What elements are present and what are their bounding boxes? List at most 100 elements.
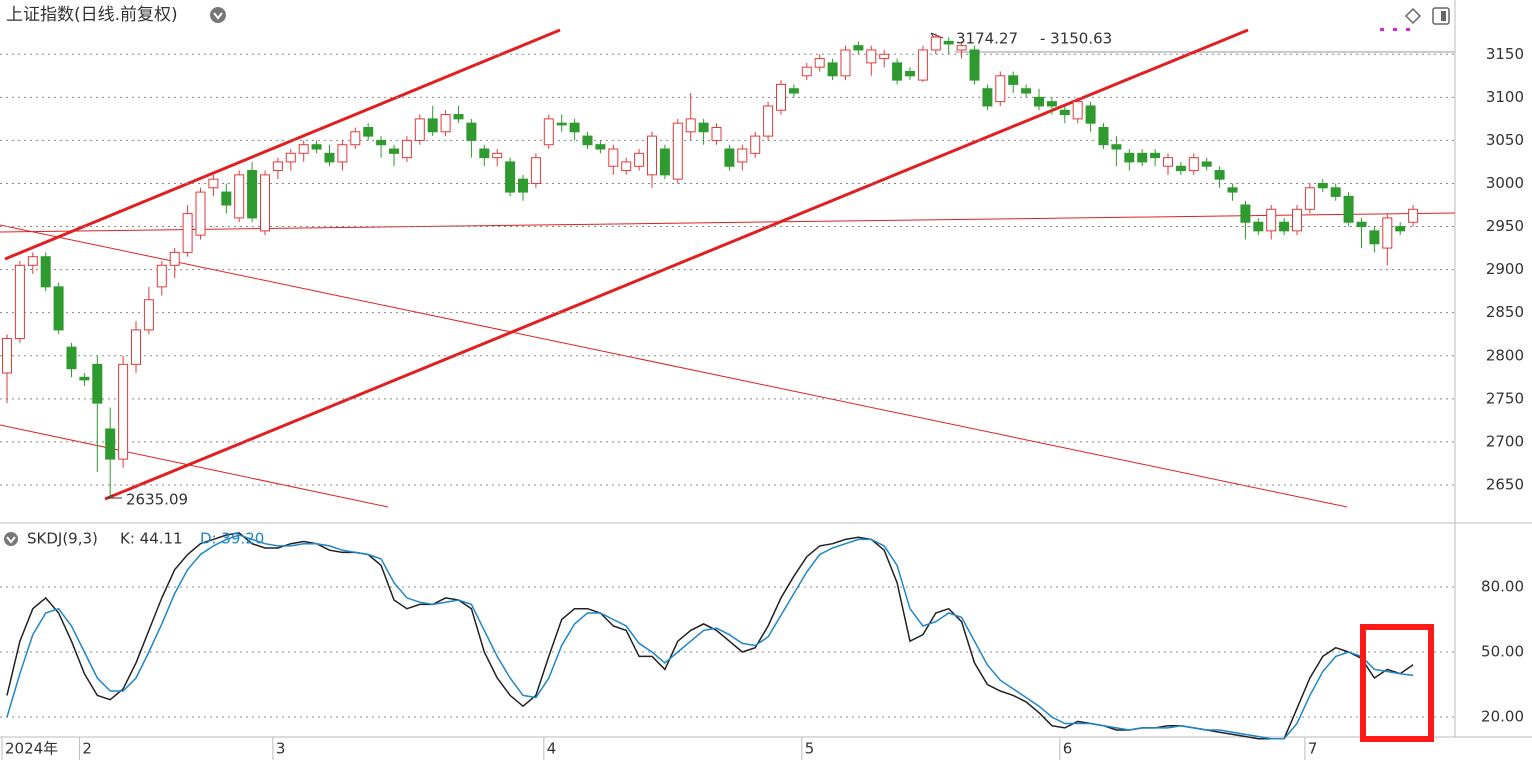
candle-body (1395, 226, 1406, 232)
x-tick-label: 5 (805, 740, 815, 758)
y-tick-label: 2950 (1486, 217, 1524, 235)
candle-body (1369, 230, 1380, 245)
x-tick-label: 6 (1063, 740, 1073, 758)
candle-body (1240, 204, 1251, 223)
candle-body (1382, 217, 1393, 249)
y-tick-label: 3150 (1486, 45, 1524, 63)
candle-body (285, 152, 296, 163)
candle-body (737, 148, 748, 163)
menu-icon-arrow (6, 536, 16, 544)
candle-body (1266, 208, 1277, 232)
x-tick-label: 7 (1308, 740, 1318, 758)
candle-body (1137, 152, 1148, 163)
legend-entry: D: 39.20 (200, 530, 264, 548)
candle-body (427, 118, 438, 133)
candle-body (543, 118, 554, 146)
candle-body (1085, 105, 1096, 124)
candle-body (376, 139, 387, 146)
x-tick-label: 2024年 (5, 740, 58, 758)
candle-body (2, 338, 12, 374)
candle-body (1188, 157, 1199, 172)
candle-body (1317, 182, 1328, 189)
y-tick-label: 2750 (1486, 389, 1524, 407)
candle-body (866, 49, 877, 64)
y-tick-label: 2650 (1486, 475, 1524, 493)
candle-body (53, 286, 64, 331)
candle-body (608, 148, 619, 167)
candle-body (776, 83, 786, 111)
candle-body (530, 157, 541, 184)
candle-body (621, 161, 632, 172)
candle-body (1059, 109, 1070, 116)
candle-body (1124, 152, 1135, 163)
menu-icon[interactable] (4, 532, 18, 546)
chart-title: 上证指数(日线.前复权) (6, 5, 178, 25)
candle-body (827, 62, 838, 77)
candle-body (40, 256, 51, 288)
candle-body (685, 118, 696, 133)
candle-body (1008, 75, 1019, 85)
menu-icon-arrow (213, 12, 223, 20)
candle-body (814, 58, 825, 68)
candle-body (272, 161, 283, 172)
candle-body (1279, 221, 1290, 232)
x-tick-label: 4 (547, 740, 557, 758)
candle-body (1356, 221, 1367, 228)
x-tick-label: 2 (82, 740, 92, 758)
candle-body (105, 428, 116, 460)
candle-body (440, 114, 451, 133)
candle-body (724, 148, 735, 167)
trend-lines (0, 28, 1456, 508)
panel-icon[interactable] (1432, 7, 1450, 25)
candle-body (247, 170, 258, 219)
candle-body (582, 135, 593, 146)
draw-icon[interactable] (1404, 7, 1422, 25)
candle-body (956, 45, 967, 51)
candle-body (969, 49, 980, 81)
candle-body (698, 122, 709, 133)
candle-body (1201, 161, 1212, 167)
candle-body (466, 122, 477, 141)
candle-body (995, 75, 1006, 103)
candle-body (634, 152, 645, 167)
candle-body (1034, 96, 1044, 107)
legend-entry: K: 44.11 (120, 530, 183, 548)
candle-body (1150, 152, 1161, 159)
candle-body (337, 144, 348, 163)
indicator-title: SKDJ(9,3) (27, 530, 98, 548)
candle-body (879, 53, 890, 60)
y-tick-label: 2700 (1486, 432, 1524, 450)
candle-body (982, 88, 993, 107)
candle-body (659, 148, 670, 176)
candle-body (1253, 221, 1264, 232)
menu-icon[interactable] (210, 7, 226, 23)
candle-body (260, 174, 270, 232)
candle-body (453, 114, 464, 120)
y-tick-label: 3050 (1486, 131, 1524, 149)
y-tick-label: 3100 (1486, 88, 1524, 106)
candle-body (143, 299, 154, 331)
candle-body (1227, 187, 1238, 193)
candle-body (1111, 144, 1122, 150)
line-series (6, 534, 1414, 740)
y-tick-label: 3000 (1486, 174, 1524, 192)
candle-body (943, 40, 954, 45)
candle-body (311, 144, 322, 150)
annotation: - 3150.63 (1040, 30, 1112, 48)
candle-body (492, 152, 503, 159)
candle-body (324, 152, 335, 163)
candle-body (556, 122, 567, 126)
candle-body (763, 105, 774, 137)
candle-body (182, 213, 193, 253)
x-tick-label: 3 (276, 740, 286, 758)
candle-body (350, 131, 361, 146)
candle-body (569, 122, 580, 133)
candle-body (208, 178, 219, 189)
candle-body (1163, 157, 1173, 167)
y-tick-label: 2900 (1486, 260, 1524, 278)
candle-body (1343, 195, 1354, 223)
candle-body (79, 376, 90, 381)
candle-body (750, 135, 761, 154)
candle-body (298, 144, 309, 154)
